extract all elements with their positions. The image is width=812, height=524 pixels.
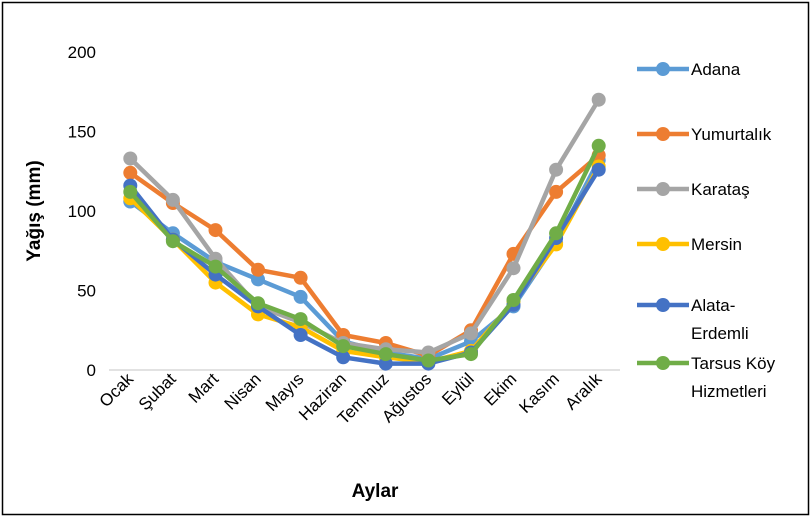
legend-marker (656, 182, 670, 196)
y-tick-label: 0 (87, 361, 96, 380)
legend-label: Tarsus Köy (691, 354, 776, 373)
data-point (251, 262, 265, 277)
legend: Adana Yumurtalık Karataş Mersin Alata- Erdeml… (637, 60, 776, 401)
data-point (336, 350, 351, 365)
data-point (591, 92, 606, 107)
y-tick-label: 200 (68, 43, 96, 62)
legend-marker (656, 298, 670, 312)
series-line-yumurtalik (128, 153, 601, 358)
legend-marker (656, 62, 670, 76)
data-point (549, 226, 564, 241)
data-point (591, 138, 606, 153)
data-point (165, 192, 180, 207)
legend-marker (656, 356, 670, 370)
data-point (506, 261, 521, 276)
legend-item-yumurtalik: Yumurtalık (637, 125, 772, 144)
data-point (123, 151, 138, 166)
chart-border (1, 1, 810, 516)
data-point (549, 162, 564, 177)
series-line-tarsus-koy-hizmetleri (128, 143, 601, 363)
data-point (165, 234, 180, 249)
legend-label: Karataş (691, 180, 750, 199)
data-point (293, 270, 308, 285)
data-point (336, 339, 351, 354)
data-point (208, 259, 223, 274)
legend-marker (656, 127, 670, 141)
data-point (123, 165, 138, 180)
y-tick-label: 50 (77, 282, 96, 301)
y-tick-label: 150 (68, 123, 96, 142)
y-axis-ticks: 0 50 100 150 200 (68, 43, 96, 380)
legend-item-alata-erdemli: Alata- Erdemli (637, 296, 749, 343)
series-line-karatas (128, 97, 601, 355)
data-point (591, 162, 606, 177)
series-tarsus-koy-hizmetleri (123, 138, 606, 368)
data-point (378, 347, 393, 362)
legend-label: Alata- (691, 296, 735, 315)
legend-marker (656, 237, 670, 251)
data-point (293, 289, 308, 304)
data-point (293, 328, 308, 342)
legend-label: Erdemli (691, 324, 749, 343)
legend-item-karatas: Karataş (637, 180, 750, 199)
legend-label: Mersin (691, 235, 742, 254)
legend-label: Yumurtalık (691, 125, 772, 144)
data-point (123, 184, 138, 199)
data-point (464, 326, 478, 341)
data-point (251, 272, 265, 287)
y-axis-title: Yağış (mm) (24, 160, 45, 261)
data-point (293, 312, 308, 327)
data-point (208, 223, 223, 238)
data-point (549, 184, 564, 199)
data-point (421, 353, 436, 368)
legend-item-adana: Adana (637, 60, 741, 79)
x-axis-title: Aylar (352, 481, 399, 502)
series-layer (123, 92, 606, 371)
data-point (251, 296, 265, 311)
series-line-alata-erdemli (128, 167, 601, 366)
y-tick-label: 100 (68, 202, 96, 221)
legend-item-tarsus-koy-hizmetleri: Tarsus Köy Hizmetleri (637, 354, 776, 401)
legend-item-mersin: Mersin (637, 235, 742, 254)
legend-label: Adana (691, 60, 741, 79)
data-point (506, 293, 521, 307)
legend-label: Hizmetleri (691, 382, 767, 401)
data-point (464, 347, 478, 362)
